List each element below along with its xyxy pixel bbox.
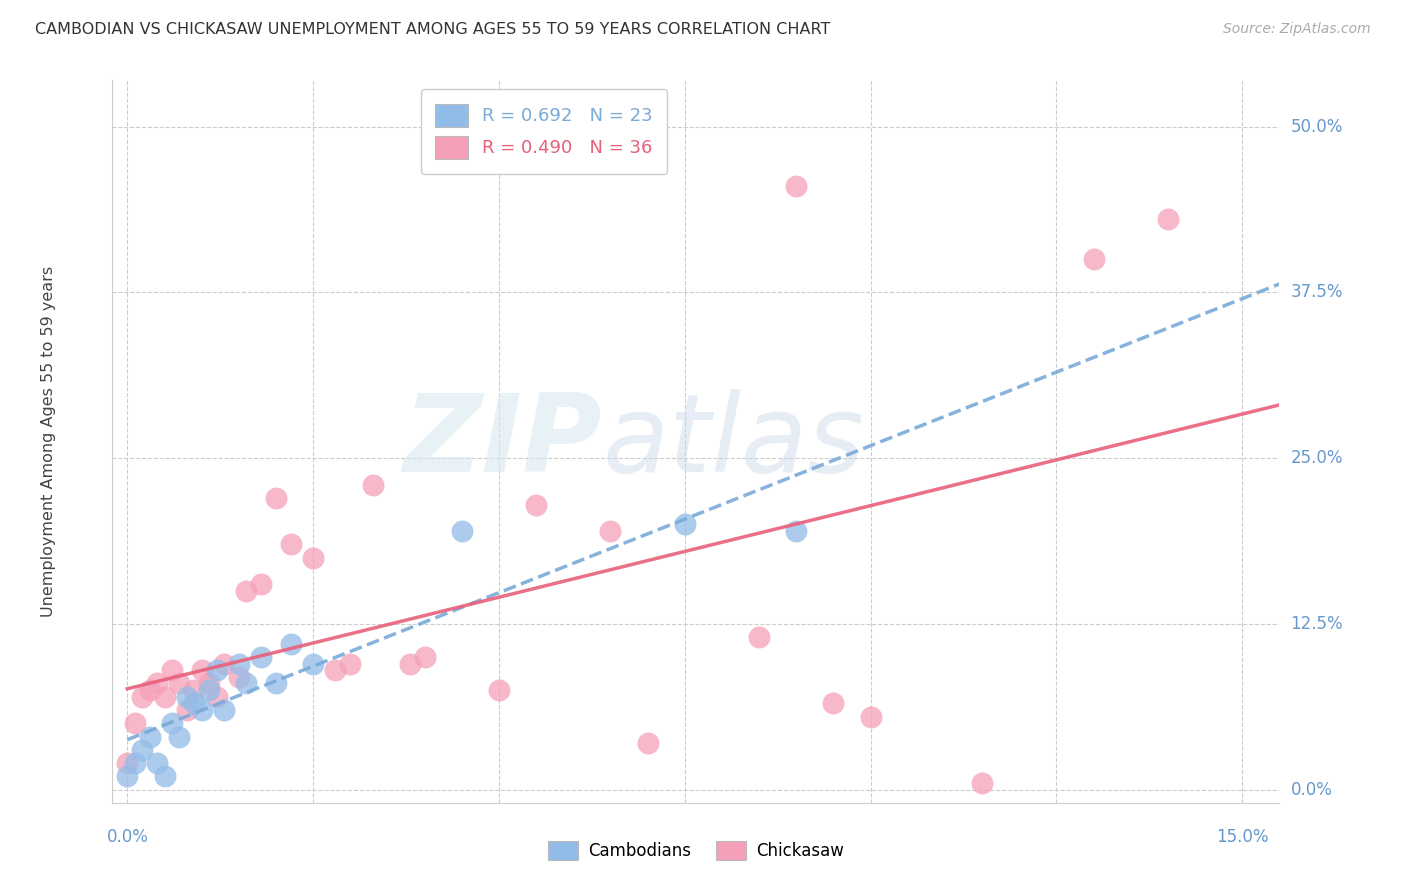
Point [160, 716, 183, 731]
Point [599, 524, 621, 538]
Point [138, 683, 160, 698]
Point [488, 683, 510, 698]
Point [190, 663, 212, 677]
Point [124, 716, 146, 731]
Point [823, 697, 845, 711]
Point [146, 676, 169, 690]
Point [785, 179, 807, 194]
Point [361, 477, 384, 491]
Text: 50.0%: 50.0% [1291, 118, 1343, 136]
Point [228, 670, 250, 684]
Point [235, 583, 257, 598]
Point [1157, 212, 1180, 227]
Point [176, 703, 198, 717]
Point [198, 683, 221, 698]
Point [124, 756, 146, 770]
Point [212, 657, 235, 671]
Point [302, 550, 325, 565]
Text: CAMBODIAN VS CHICKASAW UNEMPLOYMENT AMONG AGES 55 TO 59 YEARS CORRELATION CHART: CAMBODIAN VS CHICKASAW UNEMPLOYMENT AMON… [35, 22, 831, 37]
Point [153, 769, 176, 783]
Point [748, 630, 770, 644]
Point [235, 676, 257, 690]
Point [131, 690, 153, 704]
Text: ZIP: ZIP [405, 389, 603, 494]
Point [637, 736, 659, 750]
Point [146, 756, 169, 770]
Text: 25.0%: 25.0% [1291, 449, 1343, 467]
Text: 15.0%: 15.0% [1216, 828, 1268, 846]
Point [183, 683, 205, 698]
Text: 12.5%: 12.5% [1291, 615, 1343, 632]
Point [972, 776, 994, 790]
Point [138, 730, 160, 744]
Point [131, 743, 153, 757]
Point [264, 491, 287, 505]
Point [302, 657, 325, 671]
Point [160, 663, 183, 677]
Point [673, 517, 696, 532]
Point [280, 537, 302, 551]
Point [450, 524, 472, 538]
Text: Unemployment Among Ages 55 to 59 years: Unemployment Among Ages 55 to 59 years [41, 266, 56, 617]
Point [859, 709, 882, 723]
Point [205, 663, 228, 677]
Legend: Cambodians, Chickasaw: Cambodians, Chickasaw [541, 834, 851, 867]
Point [524, 498, 547, 512]
Point [212, 703, 235, 717]
Point [325, 663, 347, 677]
Text: 0.0%: 0.0% [1291, 780, 1333, 798]
Text: 37.5%: 37.5% [1291, 284, 1343, 301]
Point [280, 637, 302, 651]
Text: Source: ZipAtlas.com: Source: ZipAtlas.com [1223, 22, 1371, 37]
Point [398, 657, 420, 671]
Point [176, 690, 198, 704]
Point [169, 676, 191, 690]
Point [198, 676, 221, 690]
Point [153, 690, 176, 704]
Point [117, 769, 139, 783]
Point [190, 703, 212, 717]
Point [413, 650, 436, 665]
Point [785, 524, 807, 538]
Point [169, 730, 191, 744]
Point [228, 657, 250, 671]
Point [117, 756, 139, 770]
Text: atlas: atlas [603, 389, 865, 494]
Point [250, 577, 273, 591]
Point [264, 676, 287, 690]
Point [205, 690, 228, 704]
Point [183, 697, 205, 711]
Point [1083, 252, 1105, 267]
Point [339, 657, 361, 671]
Point [250, 650, 273, 665]
Text: 0.0%: 0.0% [107, 828, 148, 846]
